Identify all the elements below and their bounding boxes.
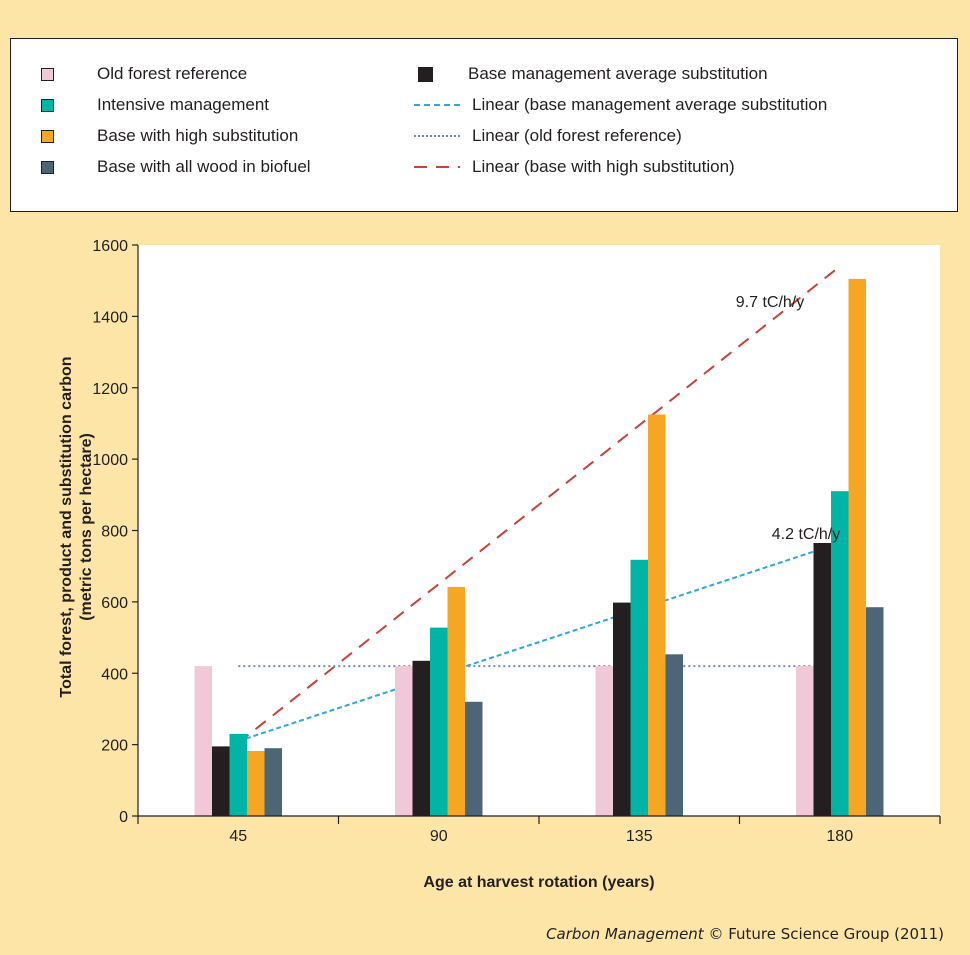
bar-biofuel-135 [666,654,684,816]
y-tick-label-1600: 1600 [92,238,128,255]
credit-rest: © Future Science Group (2011) [704,925,944,943]
x-tick-label-135: 135 [626,828,653,845]
legend-high-sub: Base with high substitution [41,124,298,148]
credit: Carbon Management © Future Science Group… [546,925,944,943]
y-axis-label-line2: (metric tons per hectare) [78,433,95,621]
y-axis-label-line1: Total forest, product and substitution c… [58,356,75,697]
bar-high_sub-180 [849,279,867,816]
legend-swatch-base-avg [418,67,433,82]
legend-label-biofuel: Base with all wood in biofuel [97,157,311,177]
legend-line-lin-old [414,135,460,137]
y-tick-label-1200: 1200 [92,381,128,398]
legend-label-lin-old: Linear (old forest reference) [472,126,682,146]
bar-old_forest-45 [195,666,213,816]
bar-base_avg-90 [413,661,431,816]
legend-line-lin-base [414,104,460,106]
legend-label-lin-base: Linear (base management average substitu… [472,95,827,115]
legend-label-base-avg: Base management average substitution [468,64,768,84]
legend-swatch-high-sub [41,130,54,143]
legend-biofuel: Base with all wood in biofuel [41,155,311,179]
legend: Old forest reference Intensive managemen… [10,38,958,212]
bar-old_forest-180 [796,666,814,816]
bar-intensive-135 [631,560,649,816]
bar-high_sub-135 [648,415,666,817]
legend-swatch-biofuel [41,161,54,174]
x-tick-label-45: 45 [229,828,247,845]
bar-base_avg-180 [814,543,832,816]
bar-biofuel-180 [866,607,884,816]
legend-label-intensive: Intensive management [97,95,269,115]
bar-intensive-45 [230,734,248,816]
legend-base-avg: Base management average substitution [414,62,768,86]
bar-high_sub-45 [247,751,265,816]
bar-biofuel-90 [465,702,483,816]
y-tick-label-0: 0 [119,809,128,826]
trendline-label-base: 4.2 tC/h/y [772,526,840,543]
bar-old_forest-135 [596,666,614,816]
y-tick-label-800: 800 [101,524,128,541]
legend-label-old-forest: Old forest reference [97,64,247,84]
legend-lin-old: Linear (old forest reference) [414,124,682,148]
y-tick-label-600: 600 [101,595,128,612]
bar-intensive-90 [430,628,448,816]
legend-swatch-old-forest [41,68,54,81]
bar-high_sub-90 [448,587,466,816]
legend-swatch-intensive [41,99,54,112]
y-tick-label-1000: 1000 [92,452,128,469]
legend-old-forest: Old forest reference [41,62,247,86]
bar-biofuel-45 [265,748,283,816]
x-tick-label-180: 180 [826,828,853,845]
credit-journal: Carbon Management [546,925,704,943]
x-tick-label-90: 90 [430,828,448,845]
legend-lin-high: Linear (base with high substitution) [414,155,735,179]
legend-label-high-sub: Base with high substitution [97,126,298,146]
bar-base_avg-45 [212,746,230,816]
chart: 9.7 tC/h/y 4.2 tC/h/y 0 200 400 600 800 1000 12… [0,212,970,912]
legend-label-lin-high: Linear (base with high substitution) [472,157,735,177]
legend-lin-base: Linear (base management average substitu… [414,93,827,117]
y-tick-label-1400: 1400 [92,309,128,326]
bar-old_forest-90 [395,666,413,816]
x-axis-label: Age at harvest rotation (years) [423,874,654,891]
legend-line-lin-high [414,164,460,170]
bar-base_avg-135 [613,603,631,816]
y-tick-label-400: 400 [101,666,128,683]
legend-intensive: Intensive management [41,93,269,117]
trendline-label-high: 9.7 tC/h/y [736,294,804,311]
y-tick-label-200: 200 [101,738,128,755]
